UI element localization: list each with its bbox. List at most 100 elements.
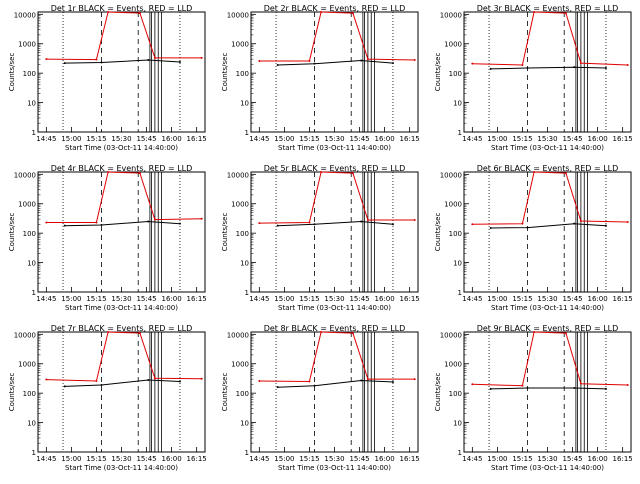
panel-title: Det 6r BLACK = Events, RED = LLD: [477, 164, 619, 173]
x-tick-label: 15:00: [274, 295, 294, 303]
lld-data-point: [564, 12, 567, 15]
y-tick-label: 10000: [14, 331, 36, 339]
lld-data-point: [45, 58, 48, 61]
y-tick-label: 1000: [18, 201, 36, 209]
x-tick-label: 16:00: [162, 295, 182, 303]
x-tick-label: 14:45: [462, 135, 482, 143]
y-tick-label: 10000: [440, 171, 462, 179]
lld-data-point: [413, 378, 416, 381]
lld-data-point: [200, 56, 203, 59]
lld-data-point: [258, 379, 261, 382]
y-axis-label: Counts/sec: [434, 53, 442, 92]
lld-series-line: [46, 331, 202, 382]
lld-data-point: [200, 217, 203, 220]
events-data-point: [100, 61, 103, 64]
x-axis-label: Start Time (03-Oct-11 14:40:00): [278, 144, 391, 152]
x-tick-label: 16:00: [375, 455, 395, 463]
x-tick-label: 15:45: [136, 295, 156, 303]
x-tick-label: 15:45: [349, 455, 369, 463]
lld-data-point: [351, 12, 354, 15]
x-tick-label: 15:30: [537, 295, 557, 303]
x-tick-label: 14:45: [36, 135, 56, 143]
events-data-point: [526, 66, 529, 69]
detector-panel: Det 7r BLACK = Events, RED = LLD 1 10 100 10…: [8, 324, 207, 472]
lld-series-line: [259, 171, 415, 224]
lld-data-point: [351, 332, 354, 335]
events-data-point: [178, 222, 181, 225]
events-data-point: [178, 380, 181, 383]
lld-data-point: [153, 377, 156, 380]
panel-title: Det 1r BLACK = Events, RED = LLD: [51, 4, 193, 13]
lld-series-line: [46, 11, 202, 61]
x-tick-label: 15:45: [136, 135, 156, 143]
y-tick-label: 1: [458, 289, 462, 297]
x-tick-label: 15:30: [111, 295, 131, 303]
events-series-line: [277, 220, 393, 227]
x-tick-label: 15:30: [537, 135, 557, 143]
x-tick-label: 16:15: [613, 455, 633, 463]
events-series-line: [277, 379, 393, 388]
lld-data-point: [626, 63, 629, 66]
y-tick-label: 100: [449, 70, 462, 78]
x-tick-label: 15:15: [86, 455, 106, 463]
x-tick-label: 15:15: [512, 455, 532, 463]
lld-data-point: [45, 378, 48, 381]
events-data-point: [526, 226, 529, 229]
events-data-point: [63, 62, 66, 65]
x-tick-label: 14:45: [249, 135, 269, 143]
y-tick-label: 10: [27, 260, 36, 268]
x-tick-label: 15:00: [61, 135, 81, 143]
y-tick-label: 10: [27, 420, 36, 428]
events-data-point: [63, 385, 66, 388]
events-data-point: [313, 384, 316, 387]
x-tick-label: 15:30: [324, 135, 344, 143]
events-series-line: [64, 59, 180, 64]
events-data-point: [360, 379, 363, 382]
lld-data-point: [626, 220, 629, 223]
events-data-point: [391, 380, 394, 383]
x-axis-label: Start Time (03-Oct-11 14:40:00): [278, 304, 391, 312]
panel-title: Det 4r BLACK = Events, RED = LLD: [51, 164, 193, 173]
lld-data-point: [579, 62, 582, 65]
events-data-point: [604, 66, 607, 69]
x-tick-label: 16:15: [400, 295, 420, 303]
y-tick-label: 10000: [227, 171, 249, 179]
y-tick-label: 10: [453, 260, 462, 268]
y-tick-label: 1: [245, 129, 249, 137]
events-data-point: [391, 223, 394, 226]
x-tick-label: 16:00: [162, 455, 182, 463]
lld-data-point: [107, 331, 110, 333]
x-tick-label: 16:15: [187, 455, 207, 463]
events-data-point: [360, 59, 363, 62]
x-tick-label: 15:45: [136, 455, 156, 463]
x-tick-label: 15:45: [349, 135, 369, 143]
lld-data-point: [138, 332, 141, 335]
detector-panel: Det 8r BLACK = Events, RED = LLD 1 10 100 10…: [221, 324, 420, 472]
lld-data-point: [200, 377, 203, 380]
lld-data-point: [471, 223, 474, 226]
lld-data-point: [533, 11, 536, 13]
x-tick-label: 14:45: [36, 295, 56, 303]
x-tick-label: 16:00: [588, 295, 608, 303]
events-series-line: [64, 379, 180, 387]
y-tick-label: 1000: [444, 361, 462, 369]
lld-data-point: [351, 172, 354, 175]
lld-data-point: [521, 63, 524, 66]
x-tick-label: 14:45: [36, 455, 56, 463]
lld-data-point: [366, 58, 369, 61]
y-tick-label: 100: [449, 230, 462, 238]
y-tick-label: 1: [245, 449, 249, 457]
detector-panel: Det 3r BLACK = Events, RED = LLD 1 10 100 10…: [434, 4, 633, 152]
x-tick-label: 14:45: [249, 455, 269, 463]
x-tick-label: 15:00: [487, 455, 507, 463]
x-tick-label: 15:30: [111, 135, 131, 143]
x-tick-label: 14:45: [462, 295, 482, 303]
y-tick-label: 10: [240, 100, 249, 108]
panel-title: Det 7r BLACK = Events, RED = LLD: [51, 324, 193, 333]
detector-panel: Det 6r BLACK = Events, RED = LLD 1 10 100 10…: [434, 164, 633, 312]
y-tick-label: 10: [453, 100, 462, 108]
lld-data-point: [138, 12, 141, 15]
x-axis-label: Start Time (03-Oct-11 14:40:00): [278, 464, 391, 472]
events-data-point: [573, 386, 576, 389]
y-tick-label: 100: [236, 230, 249, 238]
